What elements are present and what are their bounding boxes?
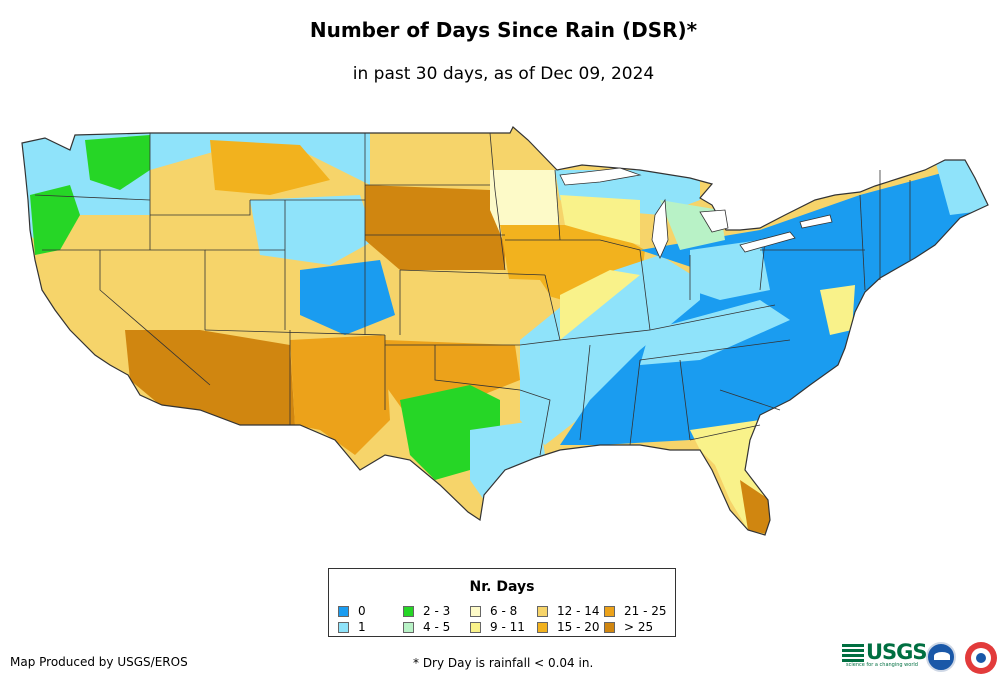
- legend-label: 15 - 20: [557, 620, 600, 634]
- usgs-wave-icon: [842, 644, 864, 662]
- credit-text: Map Produced by USGS/EROS: [10, 655, 188, 669]
- region-nm-21-25: [290, 335, 390, 455]
- legend-item: 2 - 3: [403, 604, 450, 618]
- legend-label: 9 - 11: [490, 620, 525, 634]
- lake-huron: [699, 209, 729, 233]
- legend-swatch: [403, 621, 414, 633]
- legend-label: 6 - 8: [490, 604, 518, 618]
- lake-michigan: [651, 198, 669, 259]
- legend-swatch: [537, 621, 548, 633]
- agency-logos: USGS science for a changing world: [842, 640, 1002, 680]
- page-title: Number of Days Since Rain (DSR)*: [309, 18, 698, 42]
- dsr-regions: [22, 127, 988, 535]
- legend-swatch: [537, 605, 548, 617]
- region-az-gt25: [125, 330, 295, 425]
- legend-swatch: [338, 621, 349, 633]
- region-mt-15-20: [210, 140, 330, 195]
- legend-swatch: [604, 621, 615, 633]
- region-mt-north: [150, 130, 370, 185]
- legend-swatch: [604, 605, 615, 617]
- legend-item: 4 - 5: [403, 620, 450, 634]
- legend-swatch: [470, 621, 481, 633]
- legend-item: 15 - 20: [537, 620, 600, 634]
- state-boundaries: [34, 132, 911, 456]
- region-east-0day: [560, 160, 988, 445]
- usgs-tagline: science for a changing world: [846, 662, 918, 668]
- region-wy-1day: [250, 195, 375, 265]
- legend-item: 6 - 8: [470, 604, 517, 618]
- usgs-wordmark: USGS: [866, 640, 928, 664]
- legend-swatch: [403, 605, 414, 617]
- region-wi-9-11: [560, 195, 640, 245]
- legend-label: 12 - 14: [557, 604, 600, 618]
- legend-item: 0: [338, 604, 366, 618]
- region-wa-2-3: [85, 135, 150, 190]
- legend-item: 1: [338, 620, 366, 634]
- great-lakes: [559, 167, 833, 259]
- legend-swatch: [470, 605, 481, 617]
- region-nv-12-14: [100, 250, 205, 325]
- legend-label: > 25: [624, 620, 654, 634]
- nws-emblem-icon: [971, 648, 991, 668]
- legend-item: 12 - 14: [537, 604, 600, 618]
- legend-swatch: [338, 605, 349, 617]
- footnote: * Dry Day is rainfall < 0.04 in.: [413, 656, 594, 670]
- nws-logo: [965, 642, 997, 674]
- usgs-logo: USGS: [842, 640, 928, 664]
- page-subtitle: in past 30 days, as of Dec 09, 2024: [352, 64, 655, 84]
- us-outline: [21, 126, 989, 536]
- legend-label: 2 - 3: [423, 604, 451, 618]
- legend-title: Nr. Days: [469, 579, 535, 595]
- lake-ontario: [799, 214, 833, 229]
- legend-label: 21 - 25: [624, 604, 667, 618]
- lake-erie: [739, 231, 796, 253]
- region-co-0day: [300, 260, 395, 335]
- region-pnw-2-3: [30, 185, 80, 255]
- legend-label: 0: [358, 604, 366, 618]
- region-fl-gt25: [740, 480, 770, 535]
- region-band-1day: [520, 255, 700, 445]
- region-tn-1day: [640, 300, 790, 365]
- legend-item: > 25: [604, 620, 653, 634]
- legend-label: 4 - 5: [423, 620, 451, 634]
- legend-item: 21 - 25: [604, 604, 667, 618]
- noaa-logo: [926, 642, 956, 672]
- legend: Nr. Days 0 1 2 - 3 4 - 5 6 - 8 9 - 11 12…: [328, 568, 676, 637]
- region-plains-gt25: [365, 185, 505, 270]
- region-tx-coast-1day: [470, 420, 545, 500]
- region-ks-12-14: [395, 275, 560, 340]
- noaa-bird-icon: [934, 652, 950, 660]
- region-oh-1day: [690, 240, 770, 300]
- region-band-9-11: [560, 270, 640, 340]
- lake-superior: [559, 167, 642, 186]
- legend-label: 1: [358, 620, 366, 634]
- region-mid-atlantic-9-11: [820, 285, 855, 335]
- legend-item: 9 - 11: [470, 620, 525, 634]
